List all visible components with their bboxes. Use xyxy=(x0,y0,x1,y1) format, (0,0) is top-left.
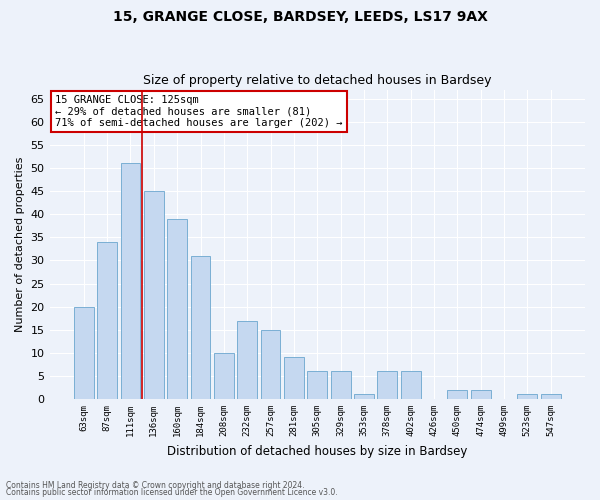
Text: Contains public sector information licensed under the Open Government Licence v3: Contains public sector information licen… xyxy=(6,488,338,497)
Bar xyxy=(284,358,304,399)
Text: 15, GRANGE CLOSE, BARDSEY, LEEDS, LS17 9AX: 15, GRANGE CLOSE, BARDSEY, LEEDS, LS17 9… xyxy=(113,10,487,24)
Title: Size of property relative to detached houses in Bardsey: Size of property relative to detached ho… xyxy=(143,74,491,87)
Bar xyxy=(401,372,421,399)
Bar xyxy=(260,330,280,399)
Bar xyxy=(517,394,538,399)
Bar xyxy=(167,219,187,399)
Bar xyxy=(97,242,117,399)
Y-axis label: Number of detached properties: Number of detached properties xyxy=(15,156,25,332)
Bar xyxy=(121,164,140,399)
Bar xyxy=(191,256,211,399)
Bar xyxy=(471,390,491,399)
Bar xyxy=(448,390,467,399)
Bar xyxy=(238,320,257,399)
Bar xyxy=(354,394,374,399)
X-axis label: Distribution of detached houses by size in Bardsey: Distribution of detached houses by size … xyxy=(167,444,467,458)
Text: Contains HM Land Registry data © Crown copyright and database right 2024.: Contains HM Land Registry data © Crown c… xyxy=(6,480,305,490)
Bar xyxy=(331,372,350,399)
Bar xyxy=(307,372,327,399)
Bar xyxy=(214,353,234,399)
Text: 15 GRANGE CLOSE: 125sqm
← 29% of detached houses are smaller (81)
71% of semi-de: 15 GRANGE CLOSE: 125sqm ← 29% of detache… xyxy=(55,95,343,128)
Bar xyxy=(74,306,94,399)
Bar xyxy=(377,372,397,399)
Bar xyxy=(541,394,560,399)
Bar xyxy=(144,191,164,399)
